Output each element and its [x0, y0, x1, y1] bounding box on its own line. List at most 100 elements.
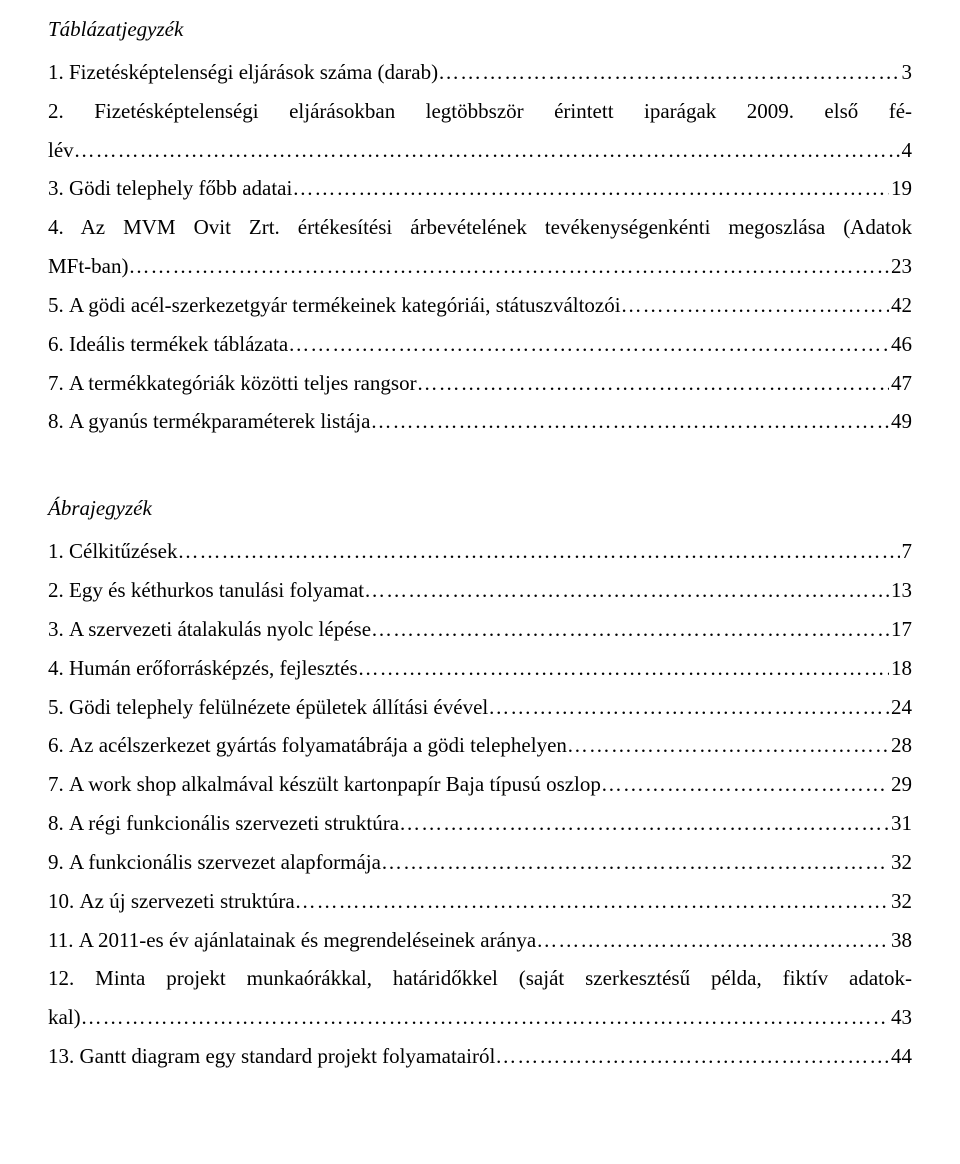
entry-page: 17	[889, 610, 912, 649]
entry-number: 1.	[48, 532, 64, 571]
entry-number: 13.	[48, 1037, 74, 1076]
entry-label: A szervezeti átalakulás nyolc lépése	[69, 610, 371, 649]
leader-dots	[495, 1037, 889, 1076]
entry-page: 44	[889, 1037, 912, 1076]
entry-page: 32	[889, 882, 912, 921]
entry-label: Gödi telephely felülnézete épületek állí…	[69, 688, 488, 727]
leader-dots	[488, 688, 889, 727]
table-row: 8. A gyanús termékparaméterek listája 49	[48, 402, 912, 441]
leader-dots	[381, 843, 889, 882]
leader-dots	[621, 286, 889, 325]
leader-dots	[601, 765, 889, 804]
table-row: 7. A work shop alkalmával készült karton…	[48, 765, 912, 804]
entry-label: Minta projekt munkaórákkal, határidőkkel…	[95, 966, 912, 990]
entry-page: 49	[889, 402, 912, 441]
entry-page: 42	[889, 286, 912, 325]
entry-number: 6.	[48, 726, 64, 765]
entry-page: 7	[900, 532, 913, 571]
table-row: 2. Egy és kéthurkos tanulási folyamat 13	[48, 571, 912, 610]
entry-number: 11.	[48, 921, 73, 960]
leader-dots	[371, 610, 889, 649]
table-row: 3. A szervezeti átalakulás nyolc lépése …	[48, 610, 912, 649]
entry-number: 4.	[48, 215, 64, 239]
table-row: 9. A funkcionális szervezet alapformája …	[48, 843, 912, 882]
table-row: 2. Fizetésképtelenségi eljárásokban legt…	[48, 92, 912, 170]
table-row: 6. Az acélszerkezet gyártás folyamatábrá…	[48, 726, 912, 765]
entry-number: 2.	[48, 571, 64, 610]
entry-page: 32	[889, 843, 912, 882]
entry-page: 24	[889, 688, 912, 727]
entry-number: 1.	[48, 53, 64, 92]
entry-label: A gyanús termékparaméterek listája	[69, 402, 370, 441]
entry-number: 3.	[48, 610, 64, 649]
entry-label: Célkitűzések	[69, 532, 177, 571]
tables-toc: Táblázatjegyzék 1. Fizetésképtelenségi e…	[48, 10, 912, 441]
entry-label: A gödi acél-szerkezetgyár termékeinek ka…	[69, 286, 621, 325]
table-row: 10. Az új szervezeti struktúra 32	[48, 882, 912, 921]
entry-page: 19	[889, 169, 912, 208]
entry-label: A 2011-es év ajánlatainak és megrendelés…	[79, 921, 537, 960]
entry-number: 5.	[48, 688, 64, 727]
entry-number: 4.	[48, 649, 64, 688]
entry-label: Az MVM Ovit Zrt. értékesítési árbevételé…	[81, 215, 912, 239]
entry-label: Fizetésképtelenségi eljárásokban legtöbb…	[94, 99, 912, 123]
entry-label: Egy és kéthurkos tanulási folyamat	[69, 571, 364, 610]
table-row: 7. A termékkategóriák közötti teljes ran…	[48, 364, 912, 403]
leader-dots	[399, 804, 889, 843]
table-row: 1. Fizetésképtelenségi eljárások száma (…	[48, 53, 912, 92]
leader-dots	[129, 247, 890, 286]
entry-number: 5.	[48, 286, 64, 325]
table-row: 13. Gantt diagram egy standard projekt f…	[48, 1037, 912, 1076]
table-row: 4. Az MVM Ovit Zrt. értékesítési árbevét…	[48, 208, 912, 286]
leader-dots	[438, 53, 899, 92]
entry-label: Ideális termékek táblázata	[69, 325, 288, 364]
entry-label: Humán erőforrásképzés, fejlesztés	[69, 649, 358, 688]
entry-number: 2.	[48, 99, 64, 123]
leader-dots	[417, 364, 889, 403]
leader-dots	[358, 649, 889, 688]
entry-number: 6.	[48, 325, 64, 364]
leader-dots	[364, 571, 889, 610]
table-row: 1. Célkitűzések 7	[48, 532, 912, 571]
entry-page: 43	[889, 998, 912, 1037]
leader-dots	[536, 921, 889, 960]
figures-toc: Ábrajegyzék 1. Célkitűzések 7 2. Egy és …	[48, 489, 912, 1076]
leader-dots	[370, 402, 889, 441]
entry-page: 28	[889, 726, 912, 765]
entry-number: 10.	[48, 882, 74, 921]
leader-dots	[288, 325, 889, 364]
table-row: 6. Ideális termékek táblázata 46	[48, 325, 912, 364]
table-row: 4. Humán erőforrásképzés, fejlesztés 18	[48, 649, 912, 688]
entry-number: 8.	[48, 804, 64, 843]
table-row: 12. Minta projekt munkaórákkal, határidő…	[48, 959, 912, 1037]
entry-label-cont: kal)	[48, 998, 81, 1037]
entry-page: 13	[889, 571, 912, 610]
entry-label: Az új szervezeti struktúra	[80, 882, 295, 921]
table-row: 5. Gödi telephely felülnézete épületek á…	[48, 688, 912, 727]
entry-label: A work shop alkalmával készült kartonpap…	[69, 765, 601, 804]
entry-page: 46	[889, 325, 912, 364]
table-row: 8. A régi funkcionális szervezeti strukt…	[48, 804, 912, 843]
entry-label: Az acélszerkezet gyártás folyamatábrája …	[69, 726, 567, 765]
entry-number: 8.	[48, 402, 64, 441]
leader-dots	[567, 726, 889, 765]
entry-page: 23	[889, 247, 912, 286]
entry-number: 3.	[48, 169, 64, 208]
table-row: 5. A gödi acél-szerkezetgyár termékeinek…	[48, 286, 912, 325]
entry-number: 7.	[48, 364, 64, 403]
entry-number: 7.	[48, 765, 64, 804]
leader-dots	[81, 998, 889, 1037]
entry-page: 47	[889, 364, 912, 403]
entry-label: A régi funkcionális szervezeti struktúra	[69, 804, 399, 843]
entry-number: 12.	[48, 966, 74, 990]
leader-dots	[74, 131, 900, 170]
tables-heading: Táblázatjegyzék	[48, 10, 912, 49]
entry-page: 31	[889, 804, 912, 843]
entry-label: Gantt diagram egy standard projekt folya…	[80, 1037, 496, 1076]
figures-heading: Ábrajegyzék	[48, 489, 912, 528]
leader-dots	[292, 169, 889, 208]
entry-page: 38	[889, 921, 912, 960]
leader-dots	[177, 532, 899, 571]
table-row: 11. A 2011-es év ajánlatainak és megrend…	[48, 921, 912, 960]
table-row: 3. Gödi telephely főbb adatai 19	[48, 169, 912, 208]
